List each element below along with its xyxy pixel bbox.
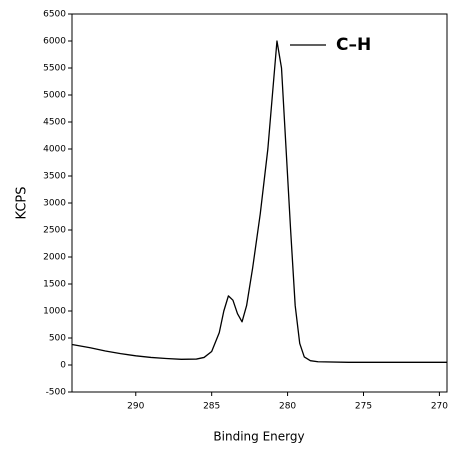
y-tick-label: 6500 xyxy=(43,10,66,20)
y-axis-label: KCPS xyxy=(15,187,30,220)
y-tick-label: 3000 xyxy=(43,199,66,209)
x-tick-label: 275 xyxy=(355,402,372,412)
y-tick-label: 2000 xyxy=(43,253,66,263)
y-tick-label: 1500 xyxy=(43,280,66,290)
plot-frame xyxy=(71,13,448,393)
y-tick-label: -500 xyxy=(46,388,67,398)
y-tick-label: 5500 xyxy=(43,64,66,74)
y-tick-label: 5000 xyxy=(43,91,66,101)
y-tick-label: 4000 xyxy=(43,145,66,155)
y-tick-label: 1000 xyxy=(43,307,66,317)
y-tick-label: 500 xyxy=(49,334,66,344)
y-tick-label: 0 xyxy=(60,361,66,371)
y-tick-label: 2500 xyxy=(43,226,66,236)
y-tick-label: 3500 xyxy=(43,172,66,182)
x-axis-label: Binding Energy xyxy=(213,430,304,444)
x-tick-label: 290 xyxy=(127,402,144,412)
annotation: C–H xyxy=(336,35,371,55)
y-tick-label: 6000 xyxy=(43,37,66,47)
spectrum-line xyxy=(71,40,447,363)
x-tick-label: 270 xyxy=(431,402,448,412)
y-tick-label: 4500 xyxy=(43,118,66,128)
x-tick-label: 280 xyxy=(279,402,296,412)
x-tick-label: 285 xyxy=(203,402,220,412)
